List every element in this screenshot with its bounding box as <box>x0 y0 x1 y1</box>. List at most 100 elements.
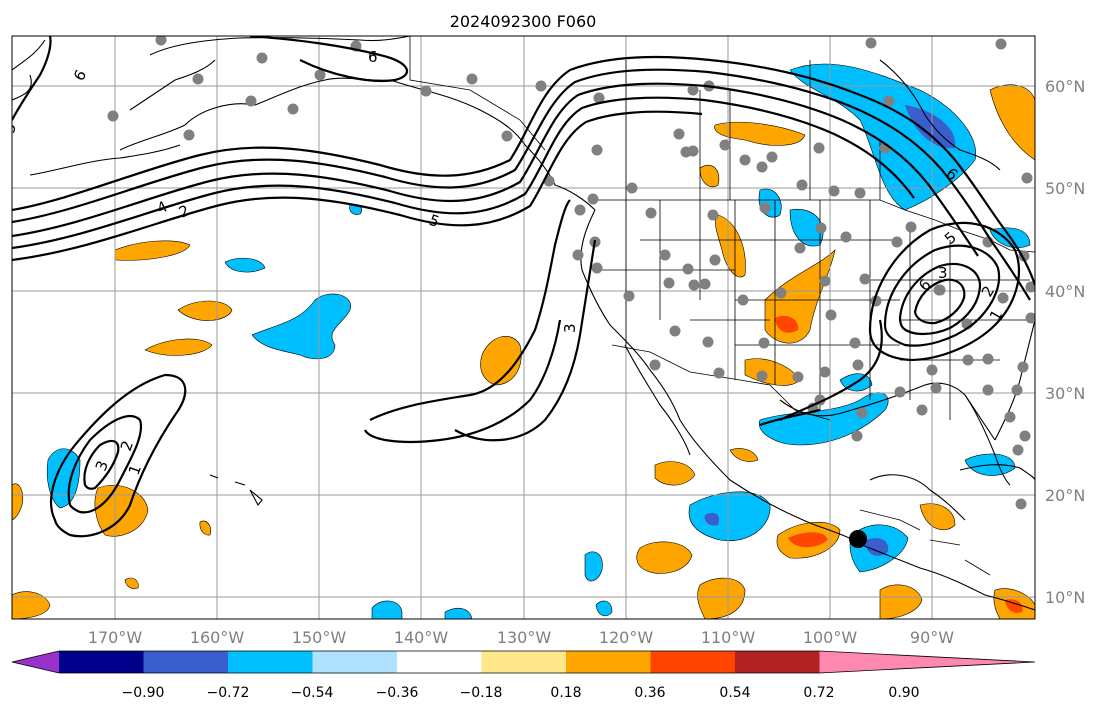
shade-tropical-orange-7 <box>124 577 139 589</box>
lon-label: 100°W <box>803 628 858 647</box>
colorbar-segment <box>481 651 566 673</box>
coast-alaska-north <box>149 36 411 56</box>
shade-west-orange-edge <box>12 483 23 521</box>
coast-hudson <box>879 59 1001 171</box>
shade-mexico-blue <box>688 491 771 542</box>
shaded-fields <box>12 63 1035 619</box>
lon-label: 150°W <box>292 628 347 647</box>
coast-florida <box>964 394 1011 486</box>
border-states-west <box>600 200 770 380</box>
shade-pacific-blue-2 <box>251 293 351 360</box>
colorbar-segment <box>143 651 228 673</box>
colorbar-segment <box>650 651 735 673</box>
coast-aleutians <box>29 144 181 176</box>
shade-tropical-blue-2 <box>371 600 403 619</box>
shade-tropical-orange-2 <box>697 577 746 619</box>
lon-label: 170°W <box>88 628 143 647</box>
shade-tropical-orange-5 <box>729 448 759 462</box>
location-marker <box>849 530 867 548</box>
contour-hawaii-low-mid <box>67 415 143 514</box>
colorbar-tick-label: 0.54 <box>719 685 750 701</box>
shade-pacific-orange-2 <box>177 300 233 321</box>
contour-east-low-3 <box>898 262 982 336</box>
colorbar-tick-label: 0.72 <box>803 685 834 701</box>
border-states-central <box>735 200 900 410</box>
coast-cuba <box>959 464 1035 481</box>
shade-acapulco-red <box>788 532 828 548</box>
shade-pacific-orange-3 <box>144 338 213 356</box>
colorbar-segment <box>12 651 59 673</box>
shade-tropical-orange-6 <box>199 520 211 536</box>
lon-label: 130°W <box>497 628 552 647</box>
shade-tropical-blue-3 <box>444 607 473 619</box>
shade-tropical-orange-4 <box>879 584 923 619</box>
longitude-labels: 170°W 160°W 150°W 140°W 130°W 120°W 110°… <box>88 628 954 647</box>
colorbar-segment <box>819 651 1035 673</box>
lat-label: 50°N <box>1045 179 1085 198</box>
colorbar-segment <box>566 651 651 673</box>
contour-east-low-outer <box>868 221 1020 362</box>
colorbar-tick-label: −0.36 <box>376 685 419 701</box>
colorbar-tick-label: −0.72 <box>207 685 250 701</box>
shade-tropical-blue-1 <box>584 551 603 582</box>
coast-baja <box>624 344 691 456</box>
graticule <box>12 36 1035 619</box>
colorbar-tick-label: −0.90 <box>122 685 165 701</box>
contour-hawaii-low-inner <box>83 439 120 490</box>
contour-east-low-4 <box>913 278 966 325</box>
height-contours <box>12 36 1035 538</box>
colorbar-segment <box>735 651 820 673</box>
shade-rockies-orange <box>715 214 746 278</box>
map-panel: 6 6 5 4 2 5 3 3 2 1 3 6 2 1 6 5 <box>0 35 1036 620</box>
shade-sk-orange <box>699 164 720 188</box>
colorbar-tick-label: 0.18 <box>550 685 581 701</box>
colorbar-segment <box>397 651 482 673</box>
lon-label: 90°W <box>910 628 954 647</box>
contour-jet-2 <box>12 68 1031 301</box>
border-alaska-canada <box>409 36 546 151</box>
lat-label: 20°N <box>1045 486 1085 505</box>
contour-cutoff-baja <box>364 199 571 444</box>
contour-label: 5 <box>0 122 19 135</box>
colorbar-tick-label: −0.54 <box>291 685 334 701</box>
coast-alaska-west <box>129 59 216 111</box>
contour-cutoff-inner <box>454 239 597 442</box>
lat-label: 60°N <box>1045 77 1085 96</box>
shade-tropical-orange-1 <box>636 541 693 574</box>
colorbar-tick-label: 0.90 <box>888 685 919 701</box>
shade-tropical-orange-3 <box>654 461 696 486</box>
shade-tehuantepec-darkblue <box>865 538 889 556</box>
colorbar-segment <box>312 651 397 673</box>
map-title: 2024092300 F060 <box>450 12 597 31</box>
contour-east-trough <box>759 319 883 427</box>
colorbar-tick-label: −0.18 <box>460 685 503 701</box>
shade-pacific-orange-1 <box>114 240 191 261</box>
colorbar-tick-labels: −0.90 −0.72 −0.54 −0.36 −0.18 0.18 0.36 … <box>122 685 920 701</box>
shade-canada-darkblue <box>905 105 956 149</box>
contour-west-edge <box>12 36 52 121</box>
contour-jet-1 <box>12 55 1035 286</box>
contour-jet-5 <box>12 110 703 262</box>
colorbar-segment <box>228 651 313 673</box>
contour-east-low-2 <box>883 244 1001 347</box>
colorbar-outline <box>11 650 1036 674</box>
lon-label: 160°W <box>190 628 245 647</box>
map-frame <box>11 35 1036 620</box>
lon-label: 140°W <box>394 628 449 647</box>
coastlines <box>12 36 1035 611</box>
border-central-america <box>859 509 991 576</box>
colorbar-tick-label: 0.36 <box>634 685 665 701</box>
colorbar: −0.90 −0.72 −0.54 −0.36 −0.18 0.18 0.36 … <box>11 650 1036 701</box>
contour-jet-4 <box>12 96 915 250</box>
coast-hawaii <box>209 474 263 506</box>
coast-west-us <box>580 209 863 546</box>
shade-mexico-darkblue <box>704 513 720 526</box>
contour-label: 6 <box>368 48 378 66</box>
lat-label: 10°N <box>1045 588 1085 607</box>
contour-label: 3 <box>561 323 579 333</box>
station-dots <box>107 36 1035 510</box>
shade-tropical-blue-4 <box>595 600 613 617</box>
coast-central-america <box>861 544 1035 611</box>
contour-label: 3 <box>938 264 948 282</box>
